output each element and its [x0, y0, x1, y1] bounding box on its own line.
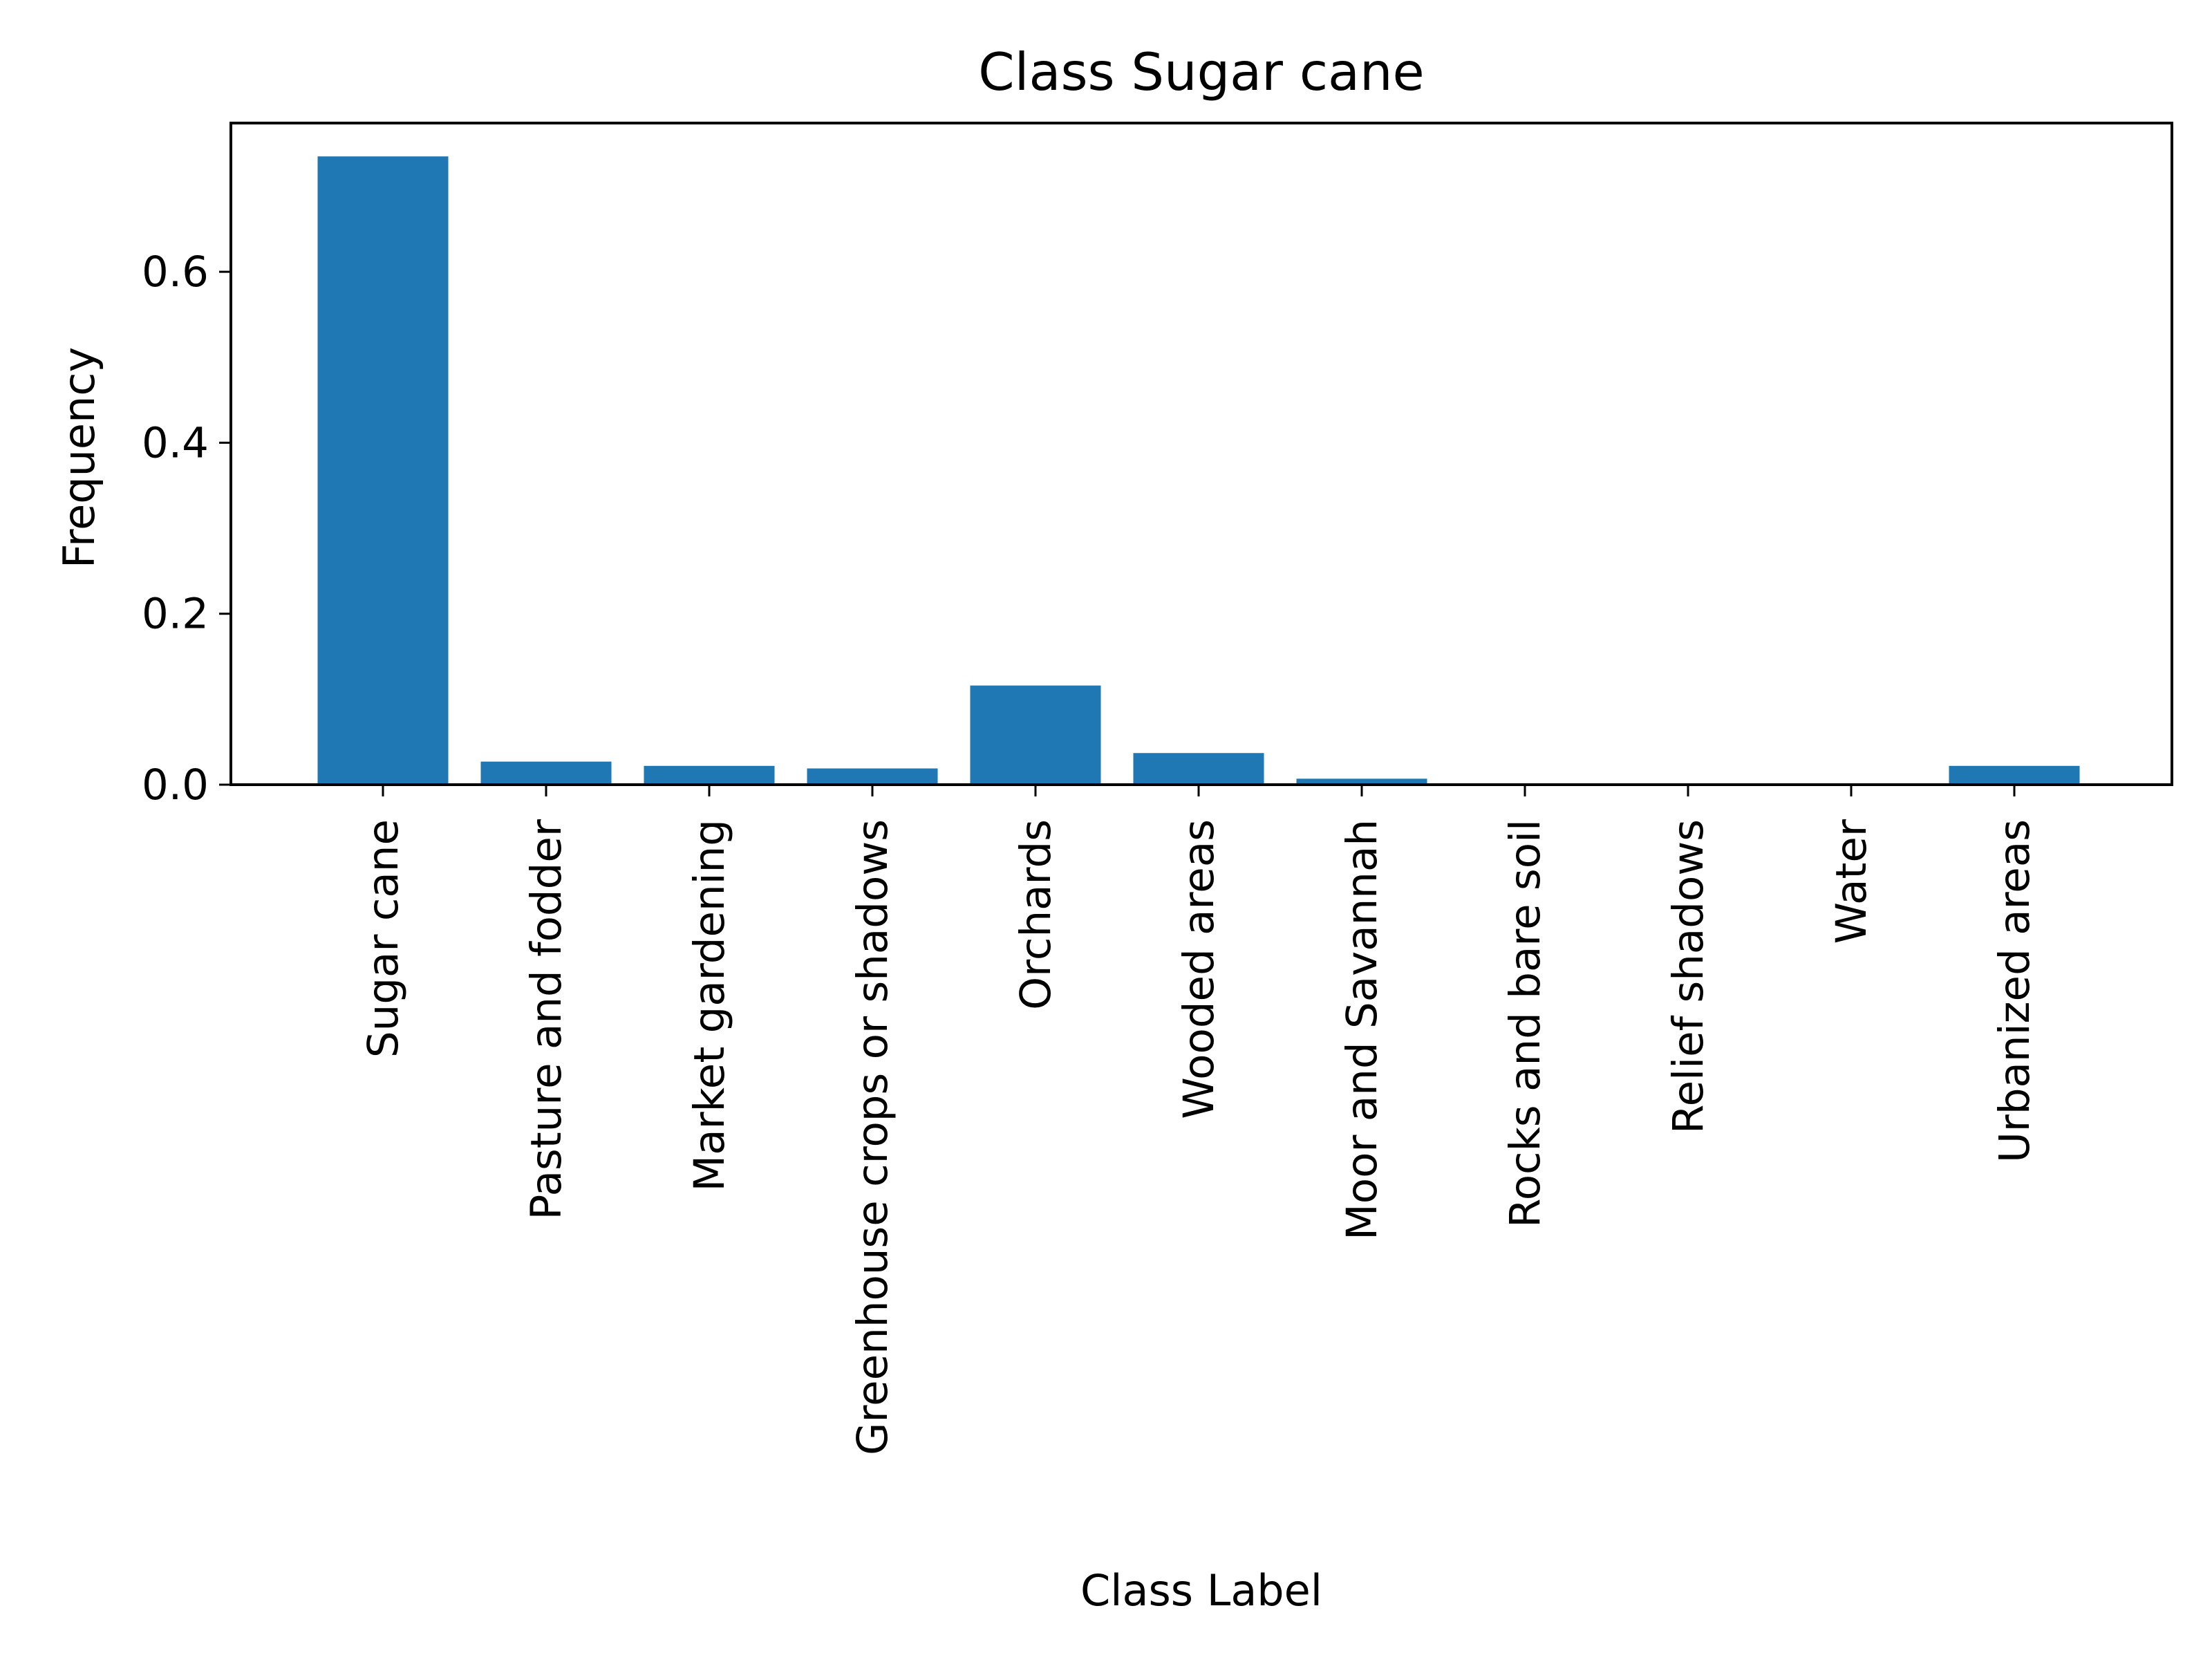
y-tick-label: 0.6 [142, 248, 209, 297]
x-tick-label: Rocks and bare soil [1501, 819, 1550, 1228]
bar [644, 765, 775, 785]
x-tick-label: Urbanized areas [1990, 819, 2039, 1163]
bar [1949, 765, 2080, 785]
x-tick-label: Orchards [1011, 819, 1060, 1010]
plot-frame [229, 122, 2173, 786]
y-tick-label: 0.2 [142, 590, 209, 639]
bar [807, 768, 938, 785]
y-tick-label: 0.0 [142, 760, 209, 810]
ticks-layer: Sugar cane Pasture and fodder Market garde… [142, 248, 2039, 1455]
x-tick-label: Water [1827, 819, 1876, 944]
bar [1133, 753, 1264, 785]
x-tick-label: Market gardening [685, 819, 734, 1191]
bar [480, 761, 612, 785]
x-tick-label: Wooded areas [1174, 819, 1224, 1119]
x-tick-label: Greenhouse crops or shadows [848, 819, 897, 1455]
chart-title: Class Sugar cane [978, 41, 1424, 102]
bars-layer [317, 156, 2080, 785]
x-tick-label: Pasture and fodder [522, 819, 571, 1220]
x-tick-label: Relief shadows [1664, 819, 1713, 1134]
bar [1296, 778, 1427, 785]
bar [317, 156, 449, 785]
x-axis-label: Class Label [1080, 1565, 1322, 1616]
y-axis-label: Frequency [54, 347, 104, 568]
y-tick-label: 0.4 [142, 418, 209, 467]
x-tick-label: Sugar cane [359, 819, 408, 1058]
x-tick-label: Moor and Savannah [1338, 819, 1387, 1240]
bar [970, 685, 1101, 785]
